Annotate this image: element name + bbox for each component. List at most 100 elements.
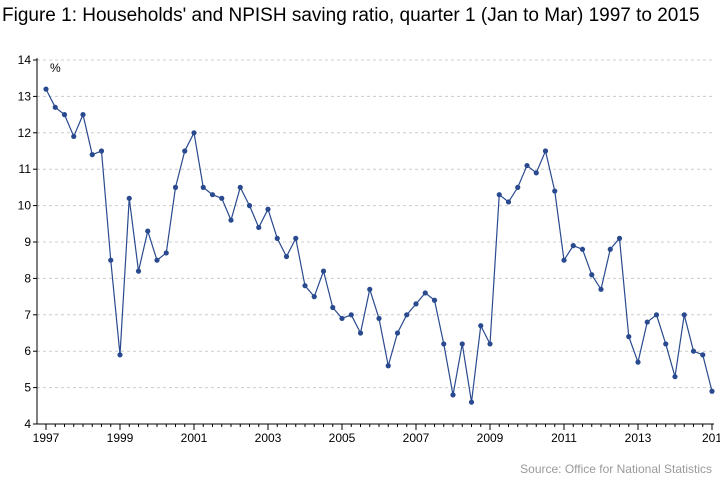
data-point-14 (172, 184, 179, 190)
data-point-72 (709, 388, 715, 394)
data-point-15 (182, 148, 188, 154)
data-point-59 (589, 272, 595, 278)
data-point-54 (542, 148, 549, 154)
y-tick-label-10: 10 (18, 199, 32, 213)
data-point-69 (681, 312, 687, 318)
y-tick-label-11: 11 (19, 162, 32, 176)
data-point-22 (246, 203, 253, 209)
data-point-1 (52, 104, 58, 110)
data-point-13 (163, 250, 169, 256)
data-point-18 (209, 192, 216, 198)
data-point-65 (644, 319, 650, 325)
x-tick-label-2005: 2005 (329, 431, 356, 445)
data-point-10 (135, 268, 142, 274)
data-point-12 (154, 257, 160, 263)
data-point-30 (320, 268, 327, 274)
data-point-42 (431, 297, 438, 303)
data-point-31 (330, 304, 336, 311)
data-point-28 (302, 283, 308, 289)
data-point-49 (496, 192, 502, 198)
data-point-71 (700, 352, 706, 358)
series-line (45, 88, 713, 403)
data-point-17 (200, 184, 206, 190)
x-tick-label-2001: 2001 (181, 431, 208, 445)
data-point-56 (561, 257, 567, 263)
chart-title: Figure 1: Households' and NPISH saving r… (2, 5, 700, 26)
series-saving-ratio (43, 86, 715, 405)
data-point-39 (404, 312, 410, 318)
data-point-60 (598, 286, 604, 292)
data-point-51 (515, 184, 521, 190)
data-point-50 (505, 199, 512, 205)
data-point-32 (339, 315, 345, 322)
axes: 4 5 6 7 8 9 10 11 12 13 14 1997 1999 2001 2003 2005 2007… (18, 53, 720, 445)
x-tick-label-2011: 2011 (551, 431, 577, 445)
x-tick-label-1997: 1997 (33, 431, 60, 445)
data-point-57 (570, 243, 576, 249)
data-point-64 (635, 359, 641, 365)
data-point-41 (422, 290, 428, 296)
data-point-9 (126, 195, 132, 201)
data-point-70 (690, 348, 697, 354)
data-point-2 (61, 112, 68, 118)
y-tick-label-5: 5 (24, 381, 31, 395)
data-point-63 (626, 334, 632, 340)
x-tick-label-2009: 2009 (477, 431, 504, 445)
data-point-55 (552, 188, 558, 194)
data-point-0 (43, 86, 49, 92)
source-note: Source: Office for National Statistics (520, 462, 712, 476)
data-point-44 (450, 392, 456, 398)
x-tick-label-2015: 201 (702, 431, 720, 445)
data-point-33 (348, 312, 354, 318)
y-tick-label-9: 9 (24, 235, 31, 249)
data-point-5 (89, 152, 95, 158)
data-point-20 (228, 217, 234, 223)
x-tick-label-1999: 1999 (107, 431, 134, 445)
y-tick-label-7: 7 (24, 308, 31, 322)
y-tick-label-13: 13 (18, 89, 32, 103)
y-tick-label-12: 12 (18, 126, 32, 140)
x-tick-label-2003: 2003 (255, 431, 282, 445)
data-point-24 (265, 206, 271, 212)
data-point-29 (311, 294, 317, 300)
data-point-48 (487, 341, 493, 347)
data-point-36 (376, 315, 382, 322)
data-point-8 (117, 352, 123, 358)
gridlines (37, 59, 714, 389)
data-point-26 (283, 253, 290, 260)
y-tick-label-8: 8 (24, 271, 31, 285)
data-point-38 (394, 330, 401, 336)
data-point-11 (145, 228, 151, 234)
data-point-62 (616, 235, 623, 241)
data-point-35 (367, 286, 373, 292)
data-point-21 (237, 184, 243, 190)
data-point-3 (71, 133, 77, 140)
x-tick-label-2007: 2007 (403, 431, 430, 445)
data-point-46 (468, 399, 475, 405)
data-point-52 (524, 162, 530, 169)
data-point-19 (219, 195, 225, 201)
data-point-58 (579, 246, 586, 252)
data-point-47 (478, 323, 484, 329)
data-point-40 (413, 301, 419, 307)
data-point-34 (357, 330, 364, 336)
data-point-68 (672, 374, 678, 380)
data-point-37 (385, 363, 391, 369)
data-point-27 (293, 235, 299, 241)
data-point-23 (256, 224, 262, 231)
data-point-66 (653, 312, 660, 318)
data-point-4 (80, 112, 86, 118)
y-tick-label-6: 6 (24, 344, 31, 358)
data-point-61 (607, 246, 613, 252)
data-point-7 (108, 257, 114, 263)
data-point-25 (274, 235, 280, 241)
data-point-6 (98, 148, 105, 154)
y-tick-label-14: 14 (18, 53, 32, 67)
data-point-43 (441, 341, 447, 347)
y-tick-label-4: 4 (24, 417, 31, 431)
y-unit-label: % (50, 61, 61, 75)
data-point-53 (533, 170, 539, 176)
data-point-67 (663, 341, 669, 347)
data-point-45 (459, 341, 465, 347)
